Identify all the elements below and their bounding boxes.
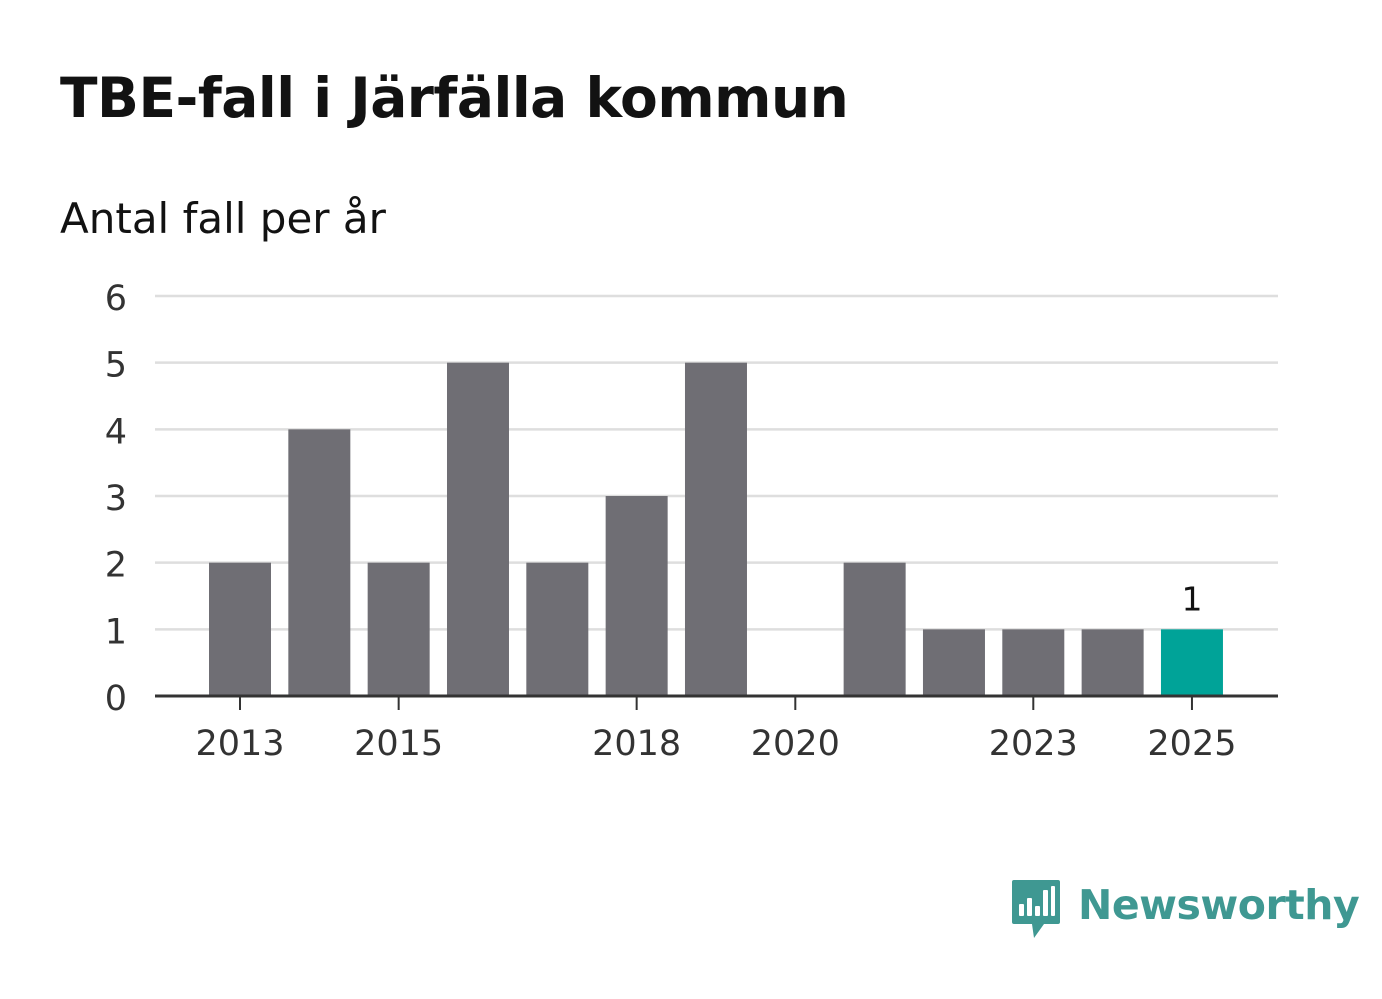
y-tick-label: 2 bbox=[105, 546, 127, 586]
bars bbox=[209, 362, 1223, 696]
bar-2017 bbox=[526, 562, 589, 696]
bar-2025 bbox=[1160, 629, 1223, 696]
annotations: 1 bbox=[1181, 579, 1202, 618]
x-tick-label: 2015 bbox=[354, 724, 443, 764]
x-tick-label: 2020 bbox=[751, 724, 840, 764]
bar-2014 bbox=[288, 429, 351, 696]
y-tick-label: 5 bbox=[105, 346, 127, 386]
brand-logo: Newsworthy bbox=[1010, 878, 1360, 940]
bar-2015 bbox=[367, 562, 430, 696]
newsworthy-logo-icon bbox=[1012, 880, 1060, 938]
y-tick-label: 1 bbox=[105, 612, 127, 652]
bar-2023 bbox=[1002, 629, 1065, 696]
bar-2019 bbox=[684, 362, 747, 696]
data-label-2025: 1 bbox=[1181, 579, 1202, 618]
brand-name: Newsworthy bbox=[1078, 881, 1360, 929]
bar-2021 bbox=[843, 562, 906, 696]
y-tick-label: 6 bbox=[105, 279, 127, 319]
y-axis-labels: 0 1 2 3 4 5 6 bbox=[105, 279, 127, 719]
y-tick-label: 0 bbox=[105, 679, 127, 719]
chart-subtitle: Antal fall per år bbox=[60, 194, 386, 243]
x-tick-label: 2023 bbox=[989, 724, 1078, 764]
bar-2022 bbox=[922, 629, 985, 696]
x-tick-label: 2013 bbox=[195, 724, 284, 764]
bar-2016 bbox=[446, 362, 509, 696]
x-axis-labels: 2013 2015 2018 2020 2023 2025 bbox=[195, 724, 1236, 764]
x-tick-label: 2025 bbox=[1147, 724, 1236, 764]
bar-2018 bbox=[605, 496, 668, 696]
bar-2013 bbox=[209, 562, 271, 696]
y-tick-label: 4 bbox=[105, 412, 127, 452]
y-tick-label: 3 bbox=[105, 479, 127, 519]
chart-title: TBE-fall i Järfälla kommun bbox=[60, 66, 849, 130]
x-tick-label: 2018 bbox=[592, 724, 681, 764]
x-axis bbox=[155, 694, 1278, 710]
bar-2024 bbox=[1081, 629, 1144, 696]
